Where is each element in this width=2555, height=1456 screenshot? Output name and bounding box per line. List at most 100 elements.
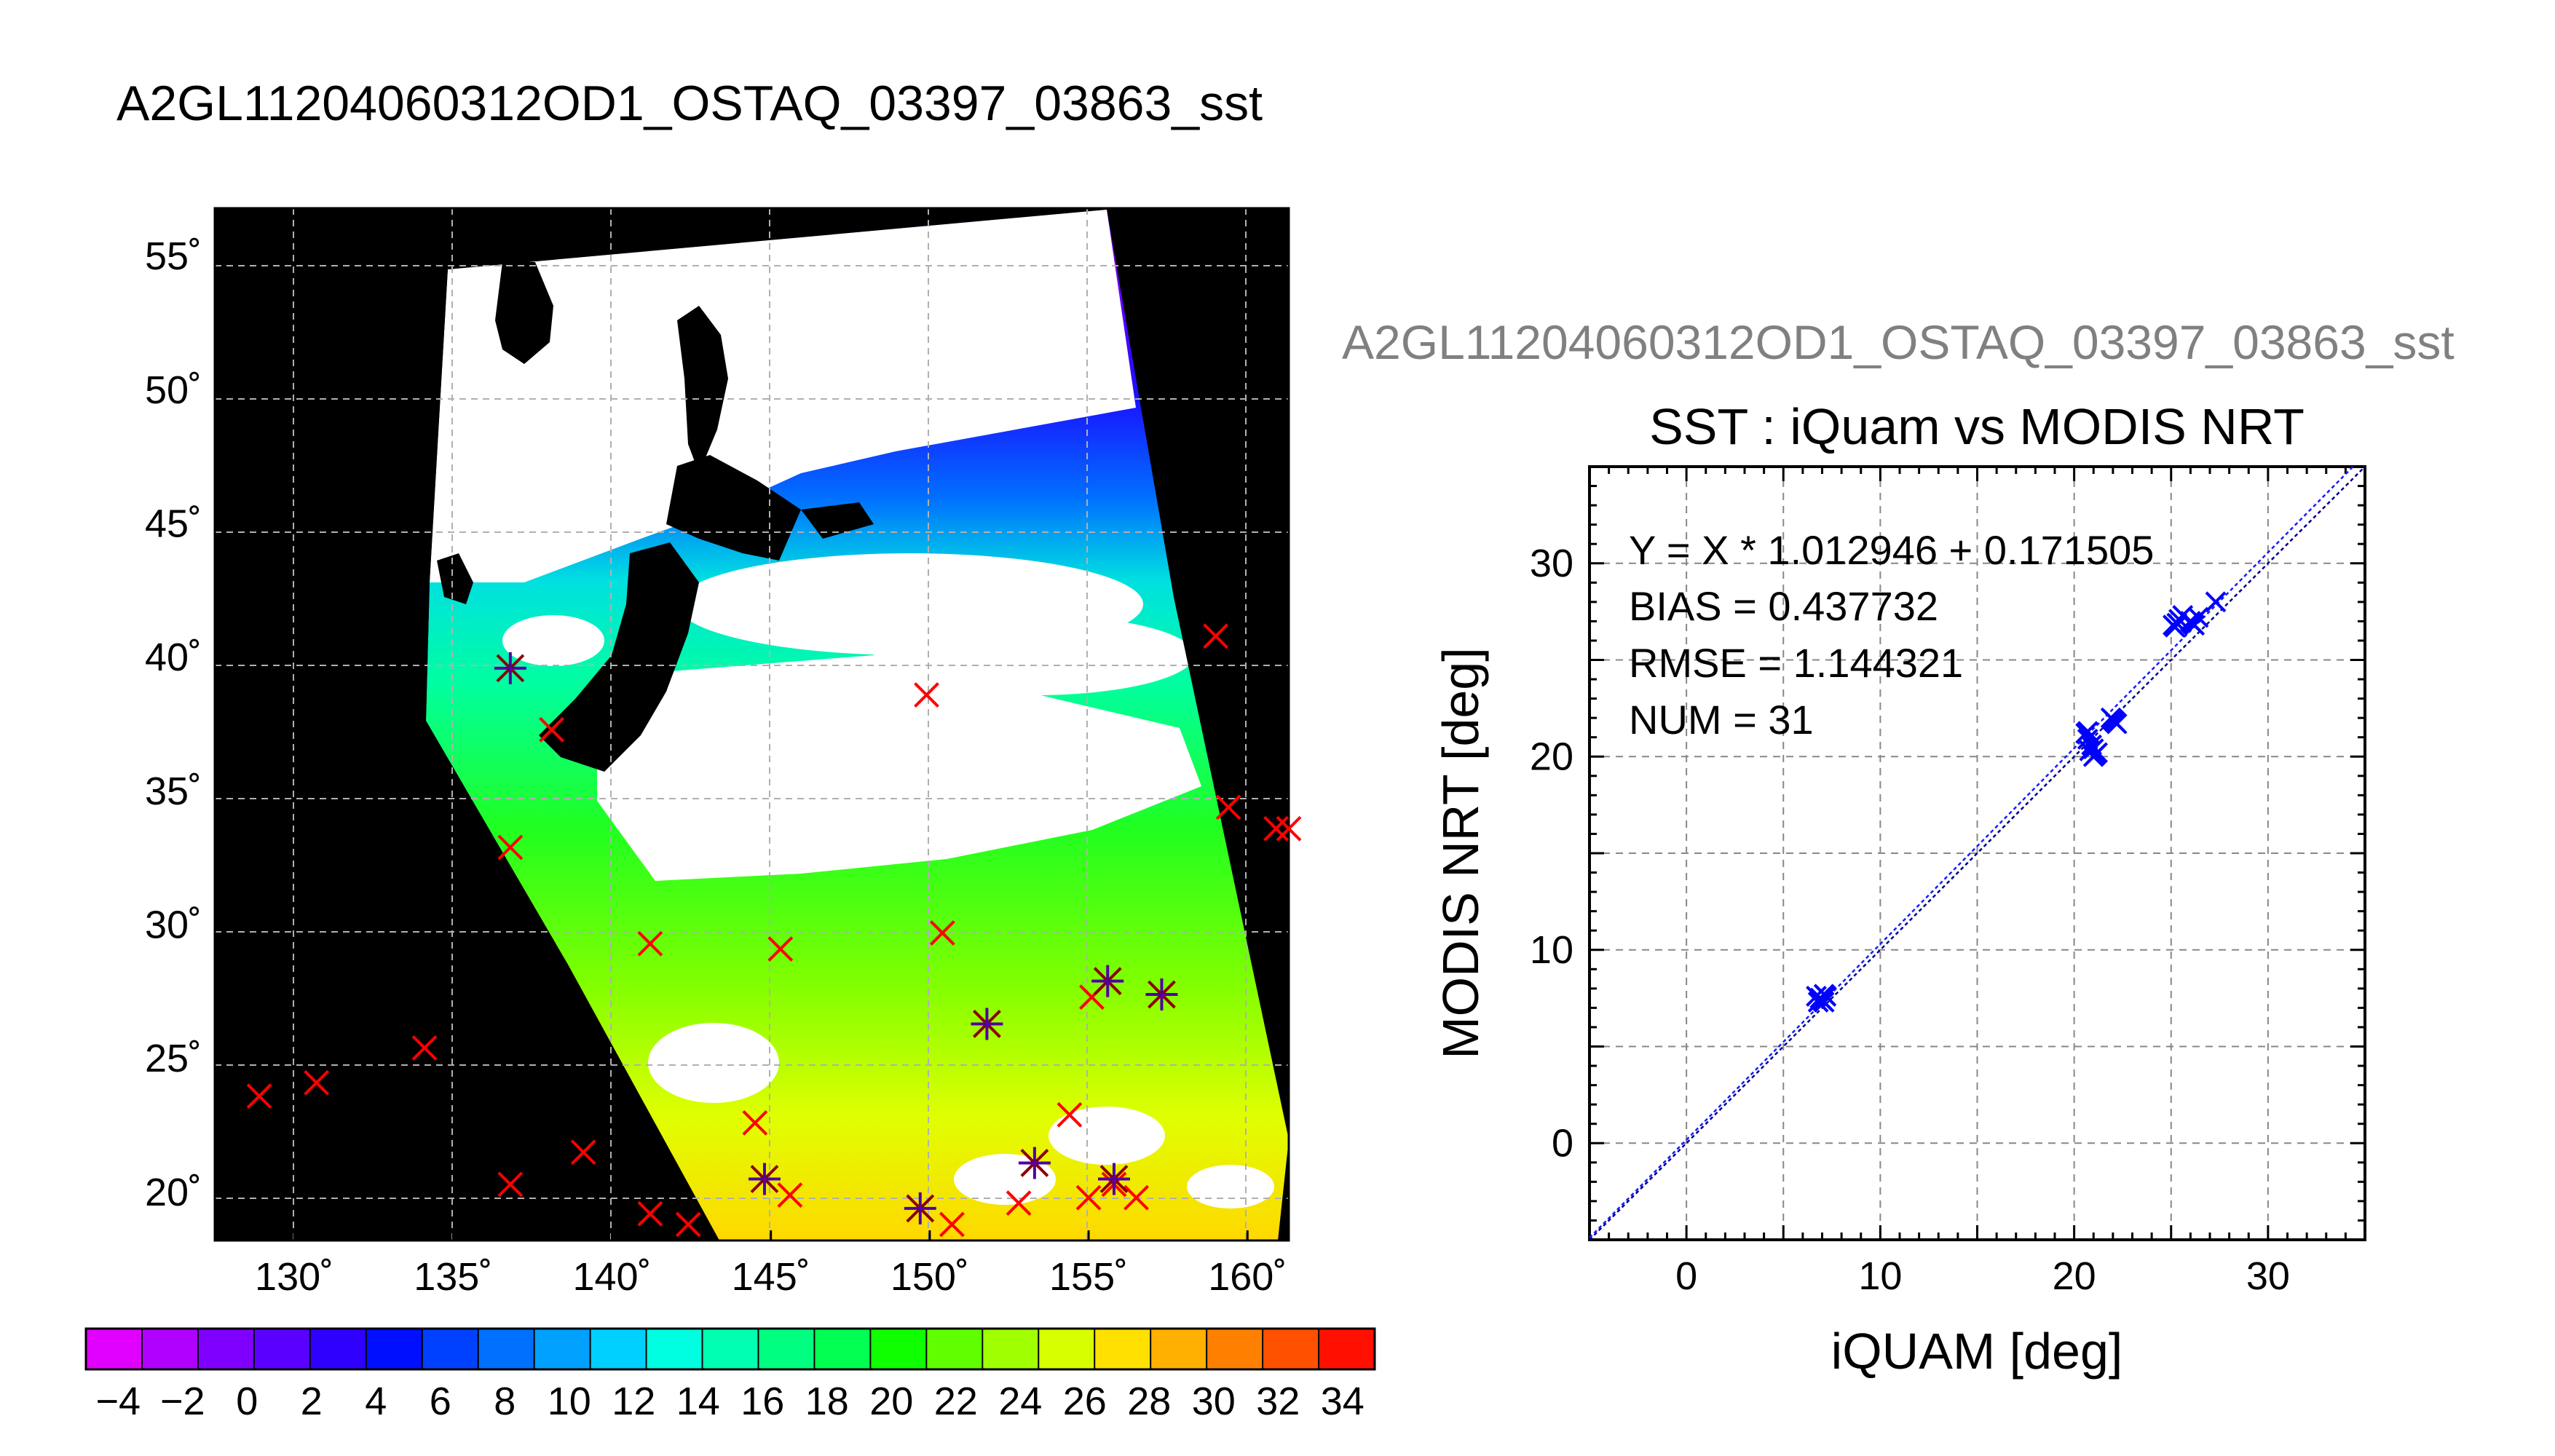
map-y-tick-label: 55˚ xyxy=(145,234,202,278)
scatter-y-tick-label: 30 xyxy=(1530,542,1573,585)
colorbar-ticks: −4 −2 0 2 4 6 8 10 12 14 16 18 20 22 24 26 28 30 32 34 xyxy=(95,1329,1365,1423)
colorbar-cell xyxy=(197,1329,255,1369)
matched-star-marker xyxy=(1145,978,1178,1011)
match-marker xyxy=(637,1200,663,1227)
map-markers xyxy=(246,623,1302,1238)
colorbar-tick-label: 6 xyxy=(430,1380,451,1423)
colorbar-tick-label: −4 xyxy=(95,1380,141,1423)
match-marker xyxy=(1124,1184,1149,1211)
colorbar-tick-label: 12 xyxy=(612,1380,655,1423)
match-marker xyxy=(939,1211,965,1238)
match-marker xyxy=(742,1109,768,1136)
colorbar-cell xyxy=(478,1329,535,1369)
cloud-cover xyxy=(430,210,1274,1208)
match-marker xyxy=(1075,1184,1102,1211)
colorbar-tick-label: 26 xyxy=(1063,1380,1107,1423)
colorbar-cell xyxy=(309,1329,367,1369)
scatter-y-tick-label: 10 xyxy=(1530,928,1573,972)
colorbar-cell xyxy=(982,1329,1039,1369)
regression-line xyxy=(1589,466,2354,1239)
match-marker xyxy=(675,1211,701,1238)
colorbar-cell xyxy=(141,1329,199,1369)
colorbar-cell xyxy=(870,1329,927,1369)
scatter-point xyxy=(2181,612,2203,634)
match-marker xyxy=(497,834,524,860)
match-marker xyxy=(1276,815,1302,842)
matched-star-marker xyxy=(494,652,526,684)
scatter-y-tick-label: 0 xyxy=(1552,1121,1573,1165)
colorbar-cell xyxy=(702,1329,759,1369)
scatter-x-axis-label: iQUAM [deg] xyxy=(1831,1323,2123,1380)
map-x-tick-label: 130˚ xyxy=(255,1255,333,1299)
match-marker xyxy=(570,1139,596,1166)
colorbar-tick-label: 10 xyxy=(548,1380,591,1423)
matched-star-marker xyxy=(971,1008,1003,1040)
no-data-right xyxy=(1107,208,1289,1139)
match-marker xyxy=(637,930,663,957)
map-y-tick-label: 45˚ xyxy=(145,502,202,545)
colorbar-tick-label: 18 xyxy=(805,1380,849,1423)
map-grid xyxy=(215,208,1289,1241)
map-frame xyxy=(213,207,1290,1242)
map-y-tick-label: 40˚ xyxy=(145,636,202,679)
match-marker xyxy=(1006,1190,1032,1216)
colorbar-cells xyxy=(86,1329,1375,1369)
colorbar-cell xyxy=(1038,1329,1095,1369)
map-y-tick-label: 50˚ xyxy=(145,368,202,412)
scatter-point xyxy=(2205,591,2227,613)
match-marker xyxy=(1203,623,1229,649)
match-marker xyxy=(246,1083,272,1109)
land-mask xyxy=(437,262,874,772)
matched-star-marker xyxy=(1018,1147,1051,1179)
colorbar-cell xyxy=(758,1329,816,1369)
match-marker xyxy=(497,1171,524,1198)
scatter-y-tick-label: 20 xyxy=(1530,735,1573,778)
map-x-tick-label: 145˚ xyxy=(732,1255,810,1299)
sst-map-panel: 130˚ 135˚ 140˚ 145˚ 150˚ 155˚ 160˚ 20˚ 25˚ 30˚ 35… xyxy=(145,207,1302,1299)
scatter-point xyxy=(1813,992,1835,1013)
match-marker xyxy=(1057,1101,1083,1128)
match-marker xyxy=(539,716,564,743)
colorbar-tick-label: 16 xyxy=(741,1380,784,1423)
colorbar-cell xyxy=(814,1329,871,1369)
matched-star-marker xyxy=(1097,1163,1130,1195)
scatter-point xyxy=(2166,612,2188,634)
scatter-title: SST : iQuam vs MODIS NRT xyxy=(1649,398,2305,455)
fit-lines xyxy=(1589,466,2366,1241)
scatter-point xyxy=(2104,711,2125,732)
scatter-y-axis-label: MODIS NRT [deg] xyxy=(1432,647,1489,1059)
colorbar-tick-label: 24 xyxy=(998,1380,1042,1423)
colorbar-tick-label: 8 xyxy=(494,1380,516,1423)
map-x-ticks: 130˚ 135˚ 140˚ 145˚ 150˚ 155˚ 160˚ xyxy=(255,1230,1287,1299)
colorbar-tick-label: 0 xyxy=(236,1380,258,1423)
scatter-points xyxy=(1806,591,2227,1013)
no-data-left xyxy=(215,208,1107,1241)
colorbar-cell xyxy=(253,1329,311,1369)
colorbar-cell xyxy=(86,1329,143,1369)
colorbar-cell xyxy=(926,1329,983,1369)
colorbar-frame xyxy=(84,1327,1376,1371)
one-to-one-line xyxy=(1589,466,2366,1241)
colorbar-tick-label: −2 xyxy=(160,1380,205,1423)
scatter-x-tick-label: 0 xyxy=(1675,1254,1697,1298)
colorbar-cell xyxy=(1094,1329,1151,1369)
colorbar-tick-label: 30 xyxy=(1192,1380,1236,1423)
scatter-panel: SST : iQuam vs MODIS NRT 0 10 20 300102030 … xyxy=(1432,398,2366,1380)
match-marker xyxy=(1215,794,1241,820)
colorbar: −4 −2 0 2 4 6 8 10 12 14 16 18 20 22 24 26 28 30 32 34 xyxy=(84,1327,1376,1423)
colorbar-tick-label: 14 xyxy=(676,1380,720,1423)
matched-star-marker xyxy=(904,1192,936,1224)
colorbar-cell xyxy=(590,1329,647,1369)
colorbar-tick-label: 34 xyxy=(1321,1380,1365,1423)
colorbar-tick-label: 22 xyxy=(934,1380,978,1423)
match-marker xyxy=(304,1069,330,1096)
map-x-tick-label: 155˚ xyxy=(1049,1255,1128,1299)
colorbar-tick-label: 20 xyxy=(869,1380,913,1423)
scatter-point xyxy=(2087,742,2108,764)
colorbar-tick-label: 4 xyxy=(365,1380,387,1423)
match-marker xyxy=(411,1035,438,1061)
match-marker xyxy=(1263,815,1289,842)
map-x-tick-label: 150˚ xyxy=(891,1255,969,1299)
scatter-annotation-bias: BIAS = 0.437732 xyxy=(1629,583,1938,629)
